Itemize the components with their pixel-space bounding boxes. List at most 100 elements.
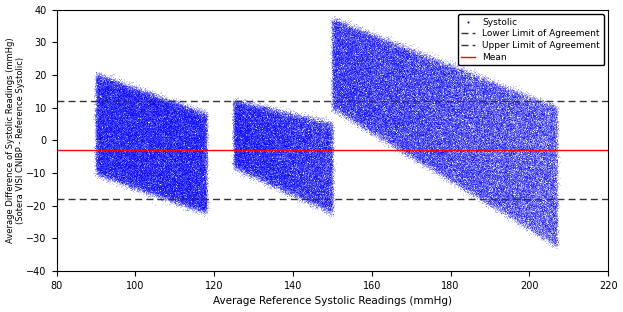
Point xyxy=(360,37,370,42)
Point xyxy=(342,56,352,61)
Point xyxy=(130,163,140,168)
Point xyxy=(189,160,199,165)
Point xyxy=(535,212,545,217)
Point xyxy=(359,72,369,77)
Point xyxy=(158,145,168,150)
Point xyxy=(171,121,181,126)
Point xyxy=(529,98,539,103)
Point xyxy=(435,77,445,82)
Point xyxy=(291,140,301,145)
Point xyxy=(549,220,559,225)
Point xyxy=(99,115,109,120)
Point xyxy=(197,130,207,135)
Point xyxy=(118,88,128,93)
Point xyxy=(396,63,406,68)
Point xyxy=(350,91,360,96)
Point xyxy=(485,111,495,116)
Point xyxy=(197,149,207,154)
Point xyxy=(522,197,532,202)
Point xyxy=(515,155,525,160)
Point xyxy=(527,184,537,189)
Point xyxy=(103,116,113,121)
Point xyxy=(550,213,560,218)
Point xyxy=(131,171,141,176)
Point xyxy=(118,115,128,120)
Point xyxy=(350,108,360,113)
Point xyxy=(420,143,430,148)
Point xyxy=(139,180,149,185)
Point xyxy=(250,102,260,107)
Point xyxy=(297,141,307,146)
Point xyxy=(114,160,124,165)
Point xyxy=(101,121,111,126)
Point xyxy=(156,116,166,121)
Point xyxy=(186,154,196,159)
Point xyxy=(525,115,535,119)
Point xyxy=(319,181,329,186)
Point xyxy=(269,116,279,121)
Point xyxy=(490,191,500,196)
Point xyxy=(181,118,191,123)
Point xyxy=(402,64,412,69)
Point xyxy=(154,98,164,103)
Point xyxy=(548,158,558,163)
Point xyxy=(184,187,194,192)
Point xyxy=(520,187,530,192)
Point xyxy=(349,56,359,61)
Point xyxy=(113,144,123,149)
Point xyxy=(280,127,290,132)
Point xyxy=(282,120,292,125)
Point xyxy=(193,193,202,197)
Point xyxy=(177,152,187,157)
Point xyxy=(384,111,394,116)
Point xyxy=(261,175,271,180)
Point xyxy=(540,141,550,146)
Point xyxy=(117,168,127,173)
Point xyxy=(356,84,366,89)
Point xyxy=(330,41,340,46)
Point xyxy=(509,87,519,92)
Point xyxy=(165,195,175,200)
Point xyxy=(133,174,143,179)
Point xyxy=(97,74,107,79)
Point xyxy=(503,171,513,176)
Point xyxy=(357,103,367,108)
Point xyxy=(326,203,336,208)
Point xyxy=(315,162,325,167)
Point xyxy=(98,101,108,106)
Point xyxy=(331,80,341,85)
Point xyxy=(513,93,523,98)
Point xyxy=(137,164,147,169)
Point xyxy=(434,166,444,171)
Point xyxy=(539,192,549,197)
Point xyxy=(501,99,511,104)
Point xyxy=(408,67,418,72)
Point xyxy=(126,110,136,115)
Point xyxy=(335,64,345,69)
Point xyxy=(264,139,274,144)
Point xyxy=(162,121,172,126)
Point xyxy=(240,135,250,140)
Point xyxy=(353,75,363,80)
Point xyxy=(253,116,263,121)
Point xyxy=(368,67,378,72)
Point xyxy=(283,153,293,158)
Point xyxy=(437,136,447,141)
Point xyxy=(177,186,187,191)
Point xyxy=(118,114,128,119)
Point xyxy=(128,126,138,131)
Point xyxy=(406,109,416,114)
Point xyxy=(153,173,163,178)
Point xyxy=(437,122,447,127)
Point xyxy=(323,126,333,131)
Point xyxy=(493,166,503,171)
Point xyxy=(248,171,258,176)
Point xyxy=(335,38,345,43)
Point xyxy=(530,121,540,126)
Point xyxy=(314,129,324,134)
Point xyxy=(424,144,434,149)
Point xyxy=(196,172,206,177)
Point xyxy=(395,118,405,123)
Point xyxy=(235,100,245,105)
Point xyxy=(133,170,143,175)
